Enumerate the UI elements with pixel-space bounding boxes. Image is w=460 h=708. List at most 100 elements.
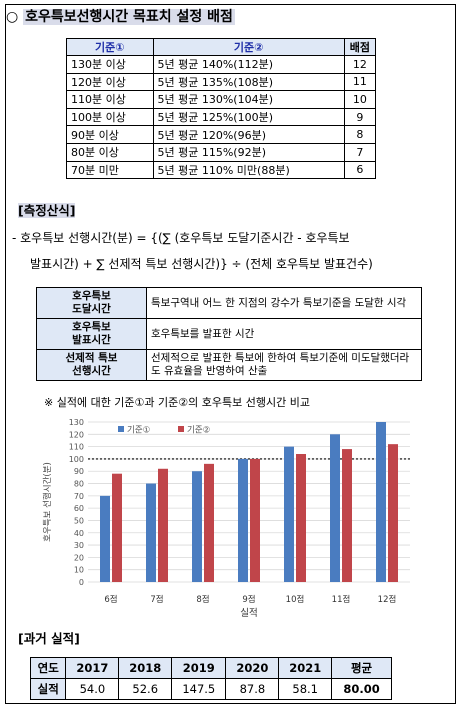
criteria-cell-c1: 90분 이상 bbox=[66, 125, 154, 144]
formula-heading: [측정산식] bbox=[18, 200, 76, 219]
legend-swatch bbox=[178, 426, 184, 432]
criteria-cell-score: 8 bbox=[343, 125, 377, 144]
definition-term: 호우특보 발표시간 bbox=[36, 318, 147, 350]
criteria-header-c1: 기준① bbox=[66, 38, 154, 56]
past-header-cell: 평균 bbox=[331, 657, 392, 679]
definition-term-line: 도달시간 bbox=[72, 303, 111, 315]
criteria-cell-c2: 5년 평균 140%(112분) bbox=[152, 55, 345, 74]
criteria-row: 70분 미만 5년 평균 110% 미만(88분) 6 bbox=[66, 160, 377, 180]
page-frame bbox=[5, 4, 456, 704]
criteria-cell-c2: 5년 평균 135%(108분) bbox=[152, 72, 345, 92]
bar-criterion-2 bbox=[158, 468, 168, 582]
bar-criterion-1 bbox=[330, 434, 340, 582]
y-tick-label: 80 bbox=[74, 480, 84, 489]
bar-criterion-1 bbox=[192, 471, 202, 582]
past-row-label: 실적 bbox=[29, 678, 67, 700]
definition-term: 호우특보 도달시간 bbox=[36, 287, 147, 319]
bar-criterion-1 bbox=[238, 458, 248, 582]
past-value-cell: 58.1 bbox=[278, 678, 333, 700]
definitions-table: 호우특보 도달시간 특보구역내 어느 한 지점의 강수가 특보기준을 도달한 시각 호… bbox=[36, 287, 422, 381]
chart-bars bbox=[100, 422, 398, 582]
y-tick-label: 0 bbox=[79, 578, 84, 587]
chart-ticks: 0 10 20 30 40 50 60 70 80 90 100 110 120 130 6점 7점 8점 9점 1… bbox=[69, 418, 397, 605]
formula-heading-text: [측정산식] bbox=[18, 203, 76, 218]
definition-row: 호우특보 발표시간 호우특보를 발표한 시간 bbox=[36, 318, 422, 350]
bar-criterion-2 bbox=[112, 473, 122, 582]
criteria-body: 130분 이상 5년 평균 140%(112분) 12 120분 이상 5년 평균 13… bbox=[66, 55, 377, 180]
x-tick-label: 10점 bbox=[286, 594, 305, 605]
past-header-cell: 2020 bbox=[225, 657, 280, 679]
criteria-row: 80분 이상 5년 평균 115%(92분) 7 bbox=[66, 142, 377, 162]
definitions-body: 호우특보 도달시간 특보구역내 어느 한 지점의 강수가 특보기준을 도달한 시각 호… bbox=[36, 287, 422, 381]
past-value-cell: 147.5 bbox=[171, 678, 227, 700]
criteria-cell-score: 11 bbox=[343, 72, 377, 92]
criteria-cell-c2: 5년 평균 115%(92분) bbox=[152, 142, 345, 162]
chart-note: ※ 실적에 대한 기준①과 기준②의 호우특보 선행시간 비교 bbox=[44, 396, 310, 409]
criteria-cell-c1: 120분 이상 bbox=[66, 72, 154, 92]
y-tick-label: 130 bbox=[69, 418, 84, 427]
bar-criterion-1 bbox=[376, 422, 386, 582]
criteria-cell-score: 9 bbox=[343, 107, 377, 127]
definition-desc: 선제적으로 발표한 특보에 한하여 특보기준에 미도달했더라도 유효율을 반영하… bbox=[146, 349, 422, 381]
criteria-cell-c2: 5년 평균 130%(104분) bbox=[152, 90, 345, 109]
definition-term-line: 호우특보 bbox=[72, 321, 111, 333]
past-header-row: 연도 2017 2018 2019 2020 2021 평균 bbox=[29, 657, 392, 679]
criteria-cell-score: 10 bbox=[343, 90, 377, 109]
past-header-cell: 연도 bbox=[29, 657, 67, 679]
past-value-cell: 87.8 bbox=[225, 678, 280, 700]
criteria-cell-c1: 80분 이상 bbox=[66, 142, 154, 162]
criteria-cell-c1: 70분 미만 bbox=[66, 160, 154, 180]
chart-y-axis-label: 호우특보 선행시간(분) bbox=[42, 462, 53, 542]
definition-term-line: 발표시간 bbox=[72, 334, 111, 346]
chart-legend: 기준① 기준② bbox=[118, 426, 210, 436]
criteria-cell-score: 6 bbox=[343, 160, 377, 180]
criteria-header-row: 기준① 기준② 배점 bbox=[66, 38, 377, 56]
y-tick-label: 100 bbox=[69, 455, 84, 464]
bar-criterion-1 bbox=[146, 483, 156, 582]
bar-criterion-2 bbox=[388, 444, 398, 582]
definition-term-line: 호우특보 bbox=[72, 290, 111, 302]
criteria-row: 100분 이상 5년 평균 125%(100분) 9 bbox=[66, 107, 377, 127]
past-header-cell: 2019 bbox=[171, 657, 227, 679]
y-tick-label: 10 bbox=[74, 566, 84, 575]
definition-term: 선제적 특보 선행시간 bbox=[36, 349, 147, 381]
definition-term-line: 선행시간 bbox=[72, 365, 111, 377]
chart-x-axis-label: 실적 bbox=[240, 607, 257, 619]
legend-label: 기준① bbox=[127, 426, 150, 436]
criteria-row: 120분 이상 5년 평균 135%(108분) 11 bbox=[66, 72, 377, 92]
criteria-table: 기준① 기준② 배점 130분 이상 5년 평균 140%(112분) 12 120분… bbox=[66, 38, 377, 180]
past-value-cell: 52.6 bbox=[118, 678, 173, 700]
criteria-header-c2: 기준② bbox=[152, 38, 345, 56]
definition-desc: 특보구역내 어느 한 지점의 강수가 특보기준을 도달한 시각 bbox=[146, 287, 422, 319]
past-value-cell: 54.0 bbox=[65, 678, 120, 700]
page-title: ○ 호우특보선행시간 목표치 설정 배점 bbox=[6, 6, 446, 28]
x-tick-label: 7점 bbox=[150, 594, 163, 605]
formula-line-2: 발표시간) + ∑ 선제적 특보 선행시간)} ÷ (전체 호우특보 발표건수) bbox=[30, 257, 373, 271]
criteria-cell-c2: 5년 평균 125%(100분) bbox=[152, 107, 345, 127]
definition-row: 선제적 특보 선행시간 선제적으로 발표한 특보에 한하여 특보기준에 미도달했더라… bbox=[36, 349, 422, 381]
criteria-row: 90분 이상 5년 평균 120%(96분) 8 bbox=[66, 125, 377, 144]
y-tick-label: 120 bbox=[69, 430, 84, 439]
y-tick-label: 90 bbox=[74, 467, 84, 476]
y-tick-label: 30 bbox=[74, 541, 84, 550]
criteria-cell-c1: 130분 이상 bbox=[66, 55, 154, 74]
past-values-row: 실적 54.0 52.6 147.5 87.8 58.1 80.00 bbox=[29, 678, 392, 700]
bar-criterion-2 bbox=[204, 463, 214, 582]
y-tick-label: 60 bbox=[74, 504, 84, 513]
past-header-cell: 2018 bbox=[118, 657, 173, 679]
bar-criterion-2 bbox=[296, 454, 306, 582]
legend-swatch bbox=[118, 426, 124, 432]
y-tick-label: 110 bbox=[69, 443, 84, 452]
criteria-cell-score: 7 bbox=[343, 142, 377, 162]
definition-desc: 호우특보를 발표한 시간 bbox=[146, 318, 422, 350]
chart-grid bbox=[88, 421, 410, 583]
past-results-table: 연도 2017 2018 2019 2020 2021 평균 실적 54.0 52.6 147.5… bbox=[29, 657, 392, 700]
criteria-cell-c1: 110분 이상 bbox=[66, 90, 154, 109]
y-tick-label: 20 bbox=[74, 553, 84, 562]
x-tick-label: 12점 bbox=[378, 594, 397, 605]
y-tick-label: 70 bbox=[74, 492, 84, 501]
criteria-row: 130분 이상 5년 평균 140%(112분) 12 bbox=[66, 55, 377, 74]
definition-row: 호우특보 도달시간 특보구역내 어느 한 지점의 강수가 특보기준을 도달한 시각 bbox=[36, 287, 422, 319]
criteria-cell-c2: 5년 평균 120%(96분) bbox=[152, 125, 345, 144]
bar-criterion-2 bbox=[250, 458, 260, 582]
